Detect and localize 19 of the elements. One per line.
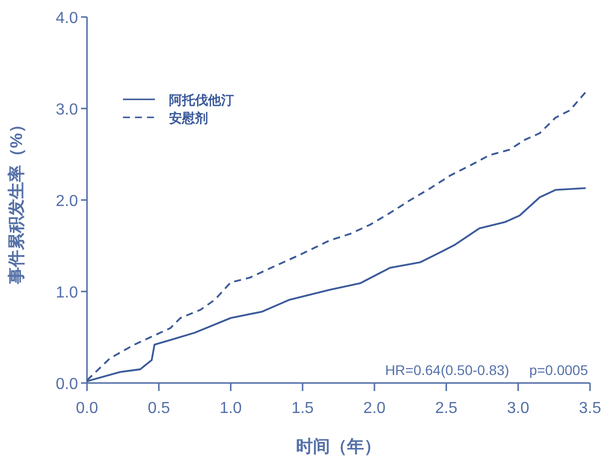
x-tick-label: 0.5 (148, 400, 170, 417)
annotation: HR=0.64(0.50-0.83) (385, 362, 510, 378)
x-tick-label: 1.5 (291, 400, 314, 417)
y-tick-label: 3.0 (56, 102, 78, 118)
y-tick-label: 4.0 (56, 10, 78, 27)
x-tick-label: 2.5 (435, 400, 458, 417)
legend-label: 安慰剂 (168, 110, 208, 126)
y-tick-label: 1.0 (56, 284, 78, 302)
annotation: p=0.0005 (529, 362, 588, 378)
y-tick-label: 0.0 (56, 376, 78, 393)
x-tick-label: 1.0 (220, 400, 242, 417)
x-tick-label: 3.0 (507, 400, 530, 417)
x-tick-label: 2.0 (363, 400, 386, 417)
x-tick-label: 0.0 (76, 400, 98, 417)
legend-label: 阿托伐他汀 (168, 92, 234, 108)
x-tick-label: 3.5 (578, 400, 602, 417)
x-axis-title: 时间（年） (296, 437, 381, 456)
y-tick-label: 2.0 (56, 193, 78, 210)
y-axis-title: 事件累积发生率（%） (7, 116, 26, 286)
